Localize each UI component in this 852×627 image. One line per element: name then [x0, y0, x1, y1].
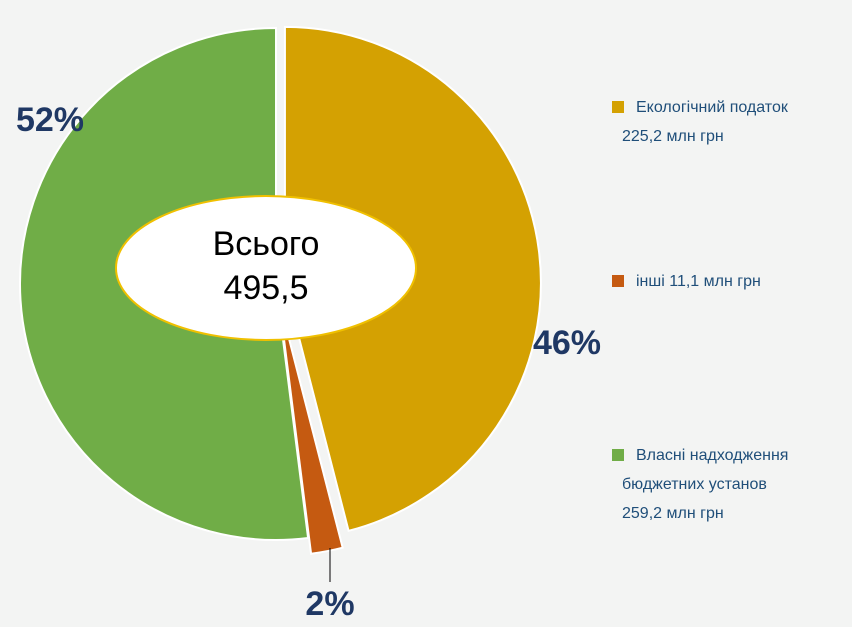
legend-label: бюджетних установ — [622, 476, 767, 493]
value-label: 52% — [16, 101, 84, 139]
center-ellipse — [115, 195, 417, 341]
legend-swatch — [612, 449, 624, 461]
center-label: 495,5 — [223, 269, 308, 307]
legend-label: Власні надходження — [636, 447, 788, 464]
pie-slice — [278, 299, 344, 555]
legend-label: 225,2 млн грн — [622, 128, 724, 145]
legend-label: інші 11,1 млн грн — [636, 273, 761, 290]
value-label: 46% — [533, 324, 601, 362]
legend-label: 259,2 млн грн — [622, 505, 724, 522]
center-label: Всього — [213, 225, 320, 263]
value-label: 2% — [305, 585, 354, 623]
legend-swatch — [612, 101, 624, 113]
legend-label: Екологічний податок — [636, 99, 789, 116]
legend-swatch — [612, 275, 624, 287]
